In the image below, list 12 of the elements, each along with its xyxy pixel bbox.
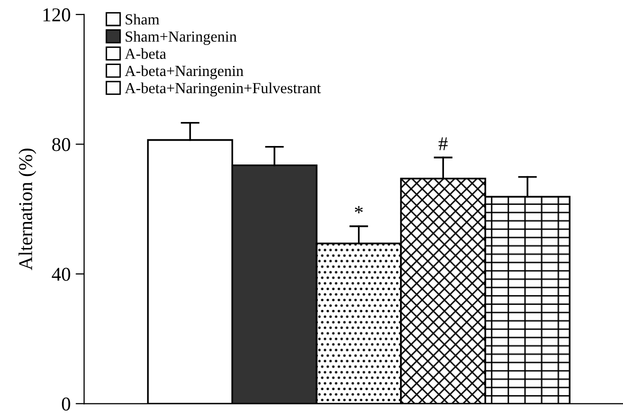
annotation: *: [354, 206, 363, 214]
y-tick-label: 120: [43, 8, 70, 22]
y-tick-label: 40: [52, 268, 70, 281]
legend-label: A-beta: [124, 48, 166, 59]
annotation: #: [438, 137, 448, 150]
y-tick-label: 80: [52, 138, 70, 152]
legend-label: Sham+Naringenin: [126, 30, 237, 45]
legend-label: A-beta+Naringenin: [124, 65, 244, 80]
legend-label: A-beta+Naringenin+Fulvestrant: [124, 82, 321, 96]
y-tick-label: 0: [62, 397, 70, 411]
legend-label: Sham: [126, 14, 160, 25]
y-axis-title: Alternation (%): [18, 148, 36, 270]
